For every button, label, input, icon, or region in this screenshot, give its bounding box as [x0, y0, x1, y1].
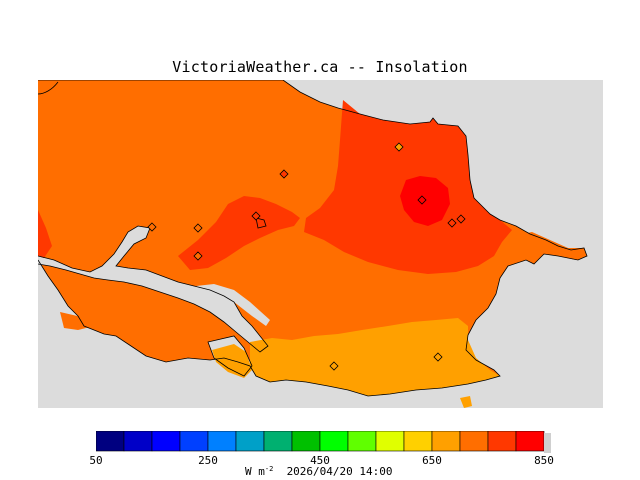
colorbar-tick-label: 650: [422, 454, 442, 467]
band-650-700-southwest: [212, 344, 252, 378]
colorbar-cell: [431, 431, 461, 452]
colorbar-tick-label: 850: [534, 454, 554, 467]
band-650-700-south: [250, 318, 500, 396]
colorbar-cell: [291, 431, 321, 452]
colorbar-cell: [96, 431, 125, 452]
station-marker: [193, 251, 203, 261]
colorbar-cell: [123, 431, 153, 452]
units-exponent: -2: [264, 465, 274, 473]
colorbar-cell: [515, 431, 545, 452]
colorbar-cell: [403, 431, 433, 452]
colorbar-cell: [179, 431, 209, 452]
station-marker: [456, 214, 466, 224]
colorbar-tick-label: 250: [198, 454, 218, 467]
inlet-channel: [38, 226, 268, 352]
colorbar-cell: [347, 431, 377, 452]
colorbar-cell: [207, 431, 237, 452]
insolation-map: [38, 80, 603, 408]
colorbar-cell: [235, 431, 265, 452]
colorbar-cell: [319, 431, 349, 452]
band-750-800-central: [178, 196, 300, 270]
land-island: [460, 396, 472, 408]
timestamp: 2026/04/20 14:00: [286, 465, 393, 478]
units-prefix: W m: [245, 465, 265, 478]
station-marker: [394, 142, 404, 152]
station-marker: [279, 169, 289, 179]
station-marker: [251, 211, 261, 221]
colorbar-cell: [459, 431, 489, 452]
units-and-timestamp: W m-2 2026/04/20 14:00: [245, 465, 393, 478]
station-marker: [417, 195, 427, 205]
coastline: [38, 80, 588, 397]
land-east-peninsula: [514, 232, 587, 260]
station-markers: [147, 142, 466, 371]
colorbar-shadow: [544, 433, 551, 453]
station-marker: [447, 218, 457, 228]
colorbar-tick-label: 450: [310, 454, 330, 467]
colorbar-tick-label: 50: [89, 454, 103, 467]
map-title: VictoriaWeather.ca -- Insolation: [172, 58, 468, 76]
station-marker: [147, 222, 157, 232]
colorbar: [96, 431, 551, 453]
colorbar-cell: [375, 431, 405, 452]
station-marker: [193, 223, 203, 233]
colorbar-cell: [487, 431, 517, 452]
inlet-east: [196, 284, 270, 326]
colorbar-cell: [151, 431, 181, 452]
colorbar-cell: [263, 431, 293, 452]
band-750-800-west: [38, 210, 52, 258]
station-marker: [329, 361, 339, 371]
land-southwest-spit: [60, 312, 94, 330]
station-marker: [433, 352, 443, 362]
